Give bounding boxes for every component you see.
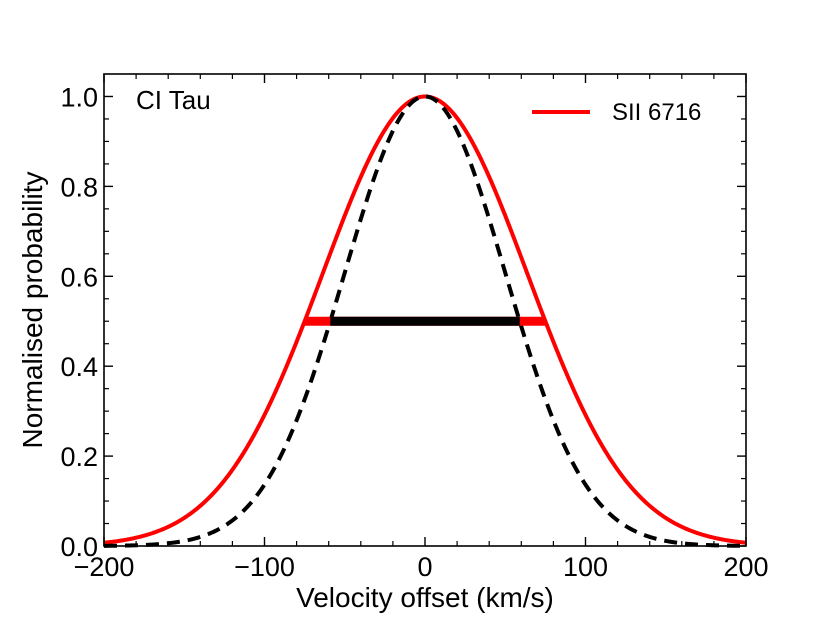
- y-tick-label: 0.8: [60, 172, 98, 202]
- series-line-dashed: [103, 94, 747, 548]
- x-axis-label: Velocity offset (km/s): [296, 582, 554, 613]
- y-tick-label: 0.2: [60, 442, 98, 472]
- y-axis-label: Normalised probability: [17, 171, 48, 448]
- series-line-sii: [103, 94, 747, 545]
- legend: SII 6716: [532, 99, 701, 126]
- legend-label-sii: SII 6716: [612, 99, 701, 126]
- series-layer: [103, 94, 747, 548]
- x-tick-label: −200: [74, 552, 135, 582]
- x-tick-label: −100: [234, 552, 295, 582]
- tick-labels-layer: −200 −100 0 100 200 0.0 0.2 0.4 0.6 0.8 1.0: [60, 82, 768, 582]
- x-tick-label: 100: [563, 552, 608, 582]
- y-tick-label: 1.0: [60, 82, 98, 112]
- y-tick-label: 0.0: [60, 532, 98, 562]
- target-annotation: CI Tau: [136, 85, 211, 115]
- y-tick-label: 0.6: [60, 262, 98, 292]
- x-tick-label: 200: [723, 552, 768, 582]
- y-tick-label: 0.4: [60, 352, 98, 382]
- plot-frame: [103, 73, 747, 547]
- x-tick-label: 0: [417, 552, 432, 582]
